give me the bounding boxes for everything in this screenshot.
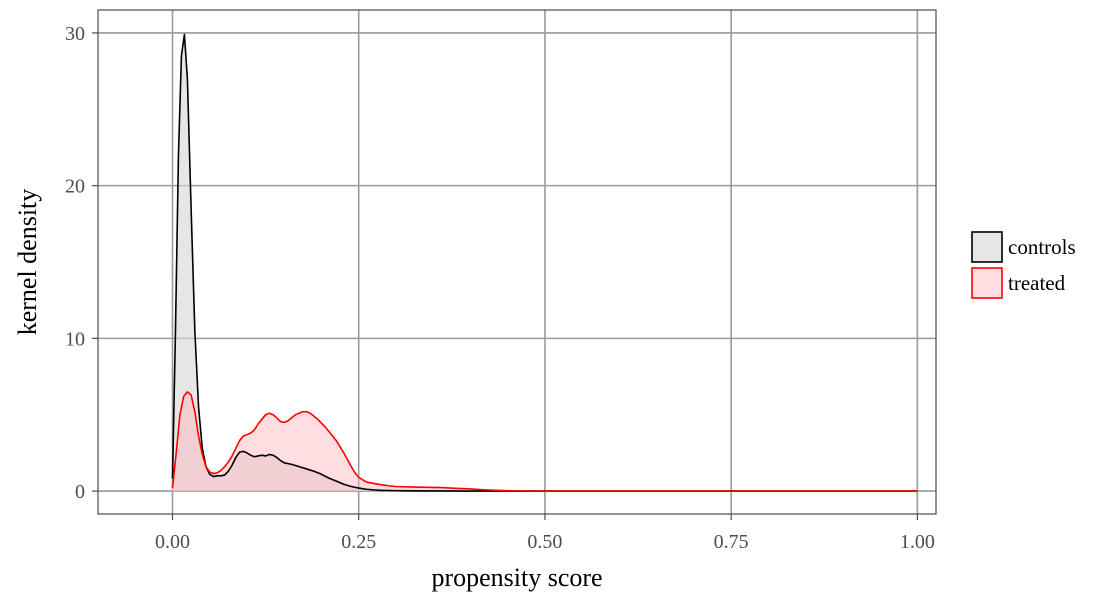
- legend: controls treated: [971, 231, 1076, 299]
- x-tick-label: 0.50: [527, 531, 562, 553]
- y-tick-label: 30: [65, 23, 85, 45]
- y-tick-label: 10: [65, 328, 85, 350]
- legend-label-controls: controls: [1008, 235, 1076, 259]
- legend-label-treated: treated: [1008, 271, 1066, 295]
- density-areas: [171, 33, 918, 492]
- x-axis: 0.00 0.25 0.50 0.75 1.00: [155, 514, 935, 553]
- line-controls: [171, 33, 918, 492]
- y-tick-label: 0: [75, 481, 85, 503]
- x-tick-label: 0.75: [714, 531, 749, 553]
- grid: [98, 10, 936, 514]
- line-treated: [171, 391, 918, 492]
- x-tick-label: 0.00: [155, 531, 190, 553]
- y-tick-label: 20: [65, 176, 85, 198]
- y-axis: 0 10 20 30: [65, 23, 98, 503]
- legend-key-controls: [971, 231, 1003, 263]
- legend-key-treated: [971, 267, 1003, 299]
- panel-border: [97, 9, 937, 515]
- x-axis-title: propensity score: [431, 563, 602, 592]
- x-tick-label: 0.25: [341, 531, 376, 553]
- area-treated: [172, 391, 918, 492]
- x-tick-label: 1.00: [900, 531, 935, 553]
- y-axis-title: kernel density: [13, 189, 42, 336]
